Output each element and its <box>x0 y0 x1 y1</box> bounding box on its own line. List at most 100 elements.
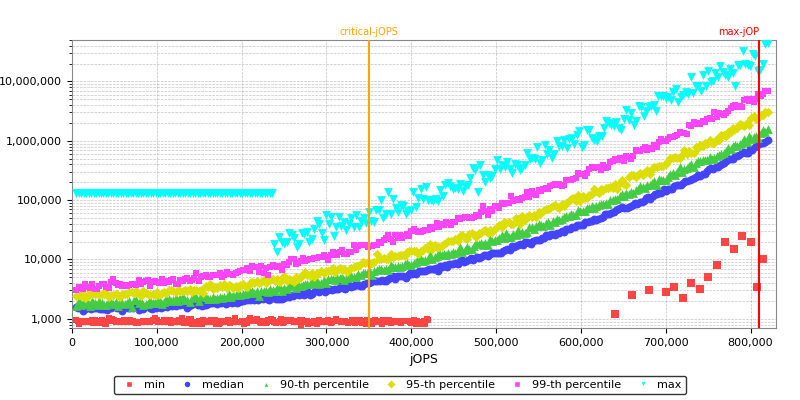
Point <box>638 113 650 119</box>
Point <box>488 202 501 209</box>
Point <box>388 318 401 324</box>
Point <box>241 320 254 326</box>
Point <box>72 292 85 299</box>
Point <box>451 186 464 192</box>
Point <box>167 302 180 309</box>
Point <box>761 109 774 115</box>
Point <box>674 164 686 170</box>
Point <box>322 286 334 293</box>
Point <box>574 222 587 228</box>
Point <box>744 146 757 152</box>
Point <box>238 190 251 196</box>
Point <box>347 242 360 248</box>
Point <box>263 190 276 196</box>
Point <box>139 303 152 310</box>
Point <box>724 105 737 111</box>
Point <box>523 194 536 200</box>
Point <box>176 294 189 300</box>
Point <box>155 290 168 296</box>
Point <box>574 171 586 177</box>
Point <box>170 318 183 324</box>
Point <box>306 291 319 298</box>
Point <box>530 144 543 150</box>
Point <box>87 190 100 196</box>
Point <box>461 244 474 250</box>
Point <box>155 301 168 307</box>
Point <box>235 318 248 324</box>
Point <box>745 96 758 102</box>
Point <box>698 140 711 146</box>
Point <box>298 318 310 325</box>
Point <box>122 305 134 311</box>
Point <box>180 320 193 326</box>
Point <box>406 271 418 278</box>
Point <box>499 246 512 253</box>
Point <box>278 294 290 301</box>
Point <box>666 170 679 176</box>
Point <box>90 290 103 296</box>
Point <box>174 190 186 196</box>
Point <box>518 194 531 200</box>
Point <box>90 318 102 324</box>
Point <box>670 181 683 188</box>
Point <box>636 184 649 191</box>
Point <box>306 270 318 277</box>
Point <box>466 257 479 264</box>
Point <box>209 299 222 305</box>
Point <box>77 319 90 326</box>
Point <box>394 318 406 325</box>
Point <box>189 300 202 306</box>
Point <box>736 122 749 128</box>
Point <box>204 190 217 196</box>
Point <box>254 279 267 286</box>
Point <box>135 319 148 325</box>
Point <box>511 227 524 233</box>
Point <box>627 172 640 178</box>
Point <box>590 202 603 209</box>
Point <box>79 280 92 287</box>
Point <box>729 152 742 159</box>
Point <box>82 300 94 306</box>
Point <box>207 318 220 325</box>
Point <box>463 246 476 252</box>
Point <box>245 316 258 323</box>
Point <box>620 152 633 159</box>
Point <box>308 274 321 280</box>
Point <box>539 206 552 212</box>
Point <box>298 269 311 275</box>
Point <box>430 244 443 250</box>
Point <box>90 190 102 196</box>
Point <box>111 303 124 310</box>
Point <box>248 190 261 196</box>
Point <box>395 273 408 279</box>
Point <box>561 145 574 151</box>
Point <box>747 98 760 105</box>
Point <box>72 298 85 304</box>
Point <box>705 165 718 171</box>
Point <box>266 287 279 294</box>
Point <box>401 318 414 325</box>
Point <box>269 263 282 269</box>
Point <box>78 306 91 313</box>
Point <box>148 303 161 310</box>
Point <box>149 315 162 322</box>
Point <box>264 264 277 270</box>
Point <box>459 182 472 189</box>
Point <box>697 71 710 78</box>
Point <box>715 131 728 138</box>
Point <box>558 229 570 236</box>
Point <box>435 221 448 228</box>
Point <box>281 317 294 323</box>
Point <box>701 168 714 174</box>
Point <box>710 136 723 142</box>
Point <box>510 242 522 249</box>
Point <box>523 224 536 230</box>
Point <box>82 318 95 325</box>
Point <box>548 150 561 157</box>
Point <box>295 291 308 298</box>
Point <box>578 172 591 179</box>
Point <box>434 186 447 193</box>
Point <box>542 233 555 240</box>
Point <box>88 317 101 323</box>
Point <box>405 262 418 268</box>
